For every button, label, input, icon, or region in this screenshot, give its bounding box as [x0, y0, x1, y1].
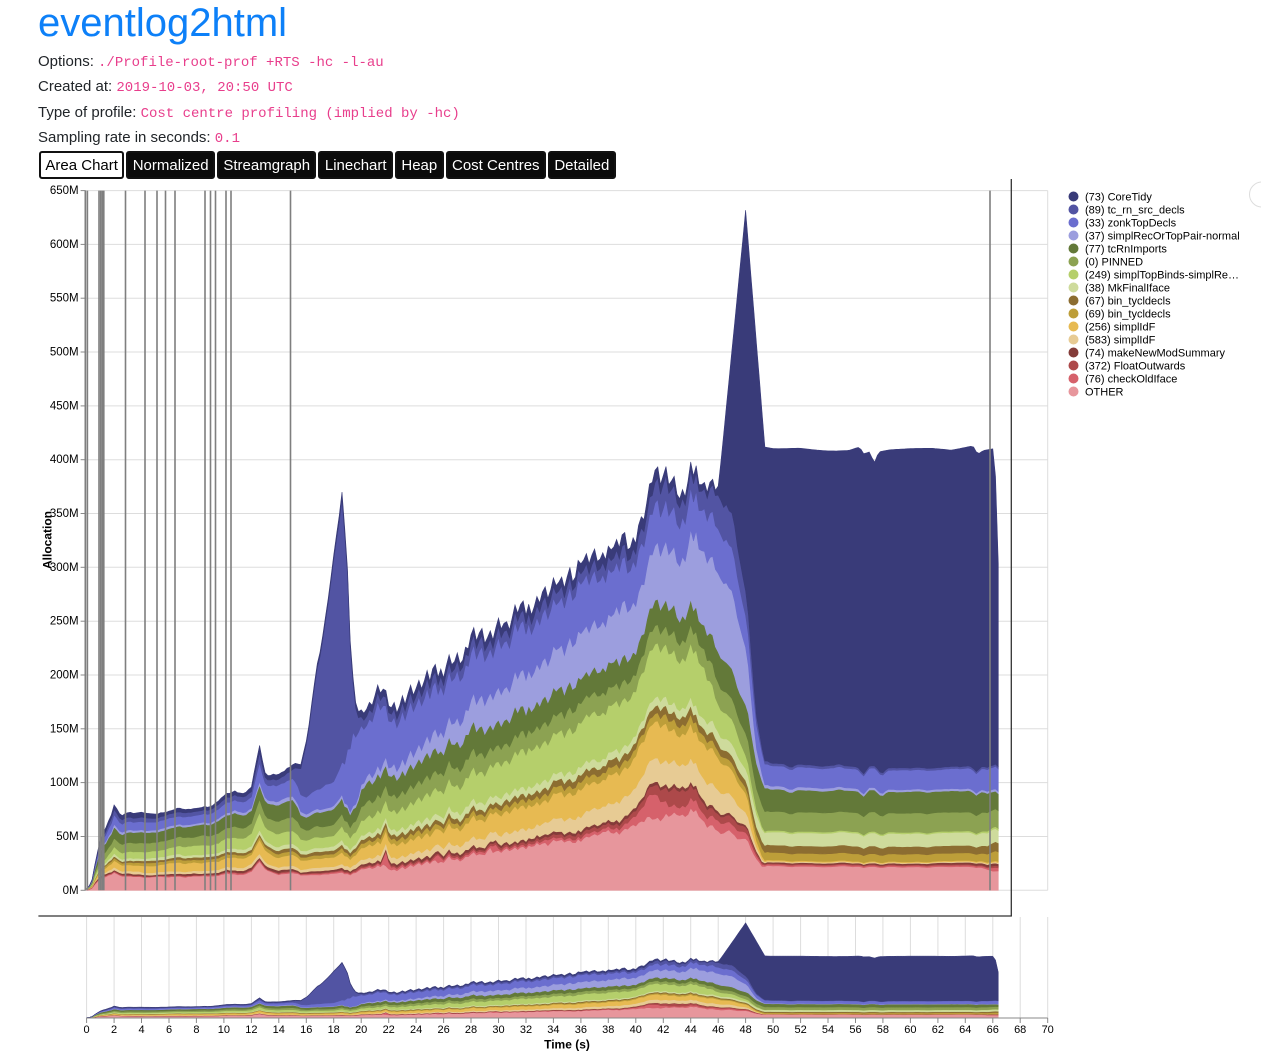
svg-text:66: 66	[987, 1024, 999, 1036]
svg-text:(583) simplIdF: (583) simplIdF	[1085, 334, 1156, 346]
svg-text:42: 42	[657, 1024, 669, 1036]
svg-text:100M: 100M	[50, 777, 79, 789]
svg-text:450M: 450M	[50, 400, 79, 412]
svg-text:16: 16	[300, 1024, 312, 1036]
svg-text:6: 6	[166, 1024, 172, 1036]
svg-text:48: 48	[739, 1024, 751, 1036]
svg-text:(256) simplIdF: (256) simplIdF	[1085, 321, 1156, 333]
svg-text:(372) FloatOutwards: (372) FloatOutwards	[1085, 360, 1186, 372]
svg-text:(67) bin_tycldecls: (67) bin_tycldecls	[1085, 295, 1171, 307]
svg-text:62: 62	[932, 1024, 944, 1036]
svg-text:0M: 0M	[63, 885, 79, 897]
svg-text:500M: 500M	[50, 347, 79, 359]
svg-text:8: 8	[193, 1024, 199, 1036]
svg-text:0: 0	[84, 1024, 90, 1036]
svg-text:(77) tcRnImports: (77) tcRnImports	[1085, 243, 1167, 255]
svg-text:250M: 250M	[50, 616, 79, 628]
svg-text:200M: 200M	[50, 670, 79, 682]
svg-text:32: 32	[520, 1024, 532, 1036]
svg-text:(73) CoreTidy: (73) CoreTidy	[1085, 191, 1152, 203]
svg-text:650M: 650M	[50, 185, 79, 197]
svg-text:34: 34	[547, 1024, 559, 1036]
svg-text:350M: 350M	[50, 508, 79, 520]
svg-text:54: 54	[822, 1024, 834, 1036]
svg-text:60: 60	[904, 1024, 916, 1036]
svg-text:26: 26	[437, 1024, 449, 1036]
svg-text:(249) simplTopBinds-simplRe…: (249) simplTopBinds-simplRe…	[1085, 269, 1239, 281]
svg-text:58: 58	[877, 1024, 889, 1036]
svg-text:36: 36	[575, 1024, 587, 1036]
svg-text:300M: 300M	[50, 562, 79, 574]
svg-text:Time (s): Time (s)	[544, 1038, 590, 1052]
svg-text:(74) makeNewModSummary: (74) makeNewModSummary	[1085, 347, 1225, 359]
svg-text:2: 2	[111, 1024, 117, 1036]
svg-text:24: 24	[410, 1024, 422, 1036]
svg-text:10: 10	[218, 1024, 230, 1036]
svg-text:22: 22	[383, 1024, 395, 1036]
svg-text:(33) zonkTopDecls: (33) zonkTopDecls	[1085, 217, 1177, 229]
svg-text:50M: 50M	[56, 831, 78, 843]
svg-text:44: 44	[685, 1024, 697, 1036]
svg-text:18: 18	[328, 1024, 340, 1036]
svg-text:38: 38	[602, 1024, 614, 1036]
svg-text:28: 28	[465, 1024, 477, 1036]
svg-text:(38) MkFinalIface: (38) MkFinalIface	[1085, 282, 1170, 294]
svg-text:40: 40	[630, 1024, 642, 1036]
svg-text:Allocation: Allocation	[41, 511, 55, 569]
svg-text:52: 52	[794, 1024, 806, 1036]
svg-text:(37) simplRecOrTopPair-normal: (37) simplRecOrTopPair-normal	[1085, 230, 1240, 242]
svg-text:70: 70	[1042, 1024, 1054, 1036]
svg-text:4: 4	[138, 1024, 144, 1036]
svg-text:(69) bin_tycldecls: (69) bin_tycldecls	[1085, 308, 1171, 320]
svg-text:64: 64	[959, 1024, 971, 1036]
svg-text:20: 20	[355, 1024, 367, 1036]
svg-text:400M: 400M	[50, 454, 79, 466]
svg-text:150M: 150M	[50, 723, 79, 735]
svg-text:12: 12	[245, 1024, 257, 1036]
svg-text:56: 56	[849, 1024, 861, 1036]
svg-text:600M: 600M	[50, 239, 79, 251]
svg-text:50: 50	[767, 1024, 779, 1036]
svg-text:(0) PINNED: (0) PINNED	[1085, 256, 1143, 268]
svg-text:14: 14	[273, 1024, 285, 1036]
svg-text:68: 68	[1014, 1024, 1026, 1036]
svg-text:(76) checkOldIface: (76) checkOldIface	[1085, 373, 1177, 385]
svg-text:(89) tc_rn_src_decls: (89) tc_rn_src_decls	[1085, 204, 1185, 216]
svg-text:46: 46	[712, 1024, 724, 1036]
svg-text:OTHER: OTHER	[1085, 386, 1124, 398]
svg-text:550M: 550M	[50, 293, 79, 305]
svg-text:30: 30	[492, 1024, 504, 1036]
